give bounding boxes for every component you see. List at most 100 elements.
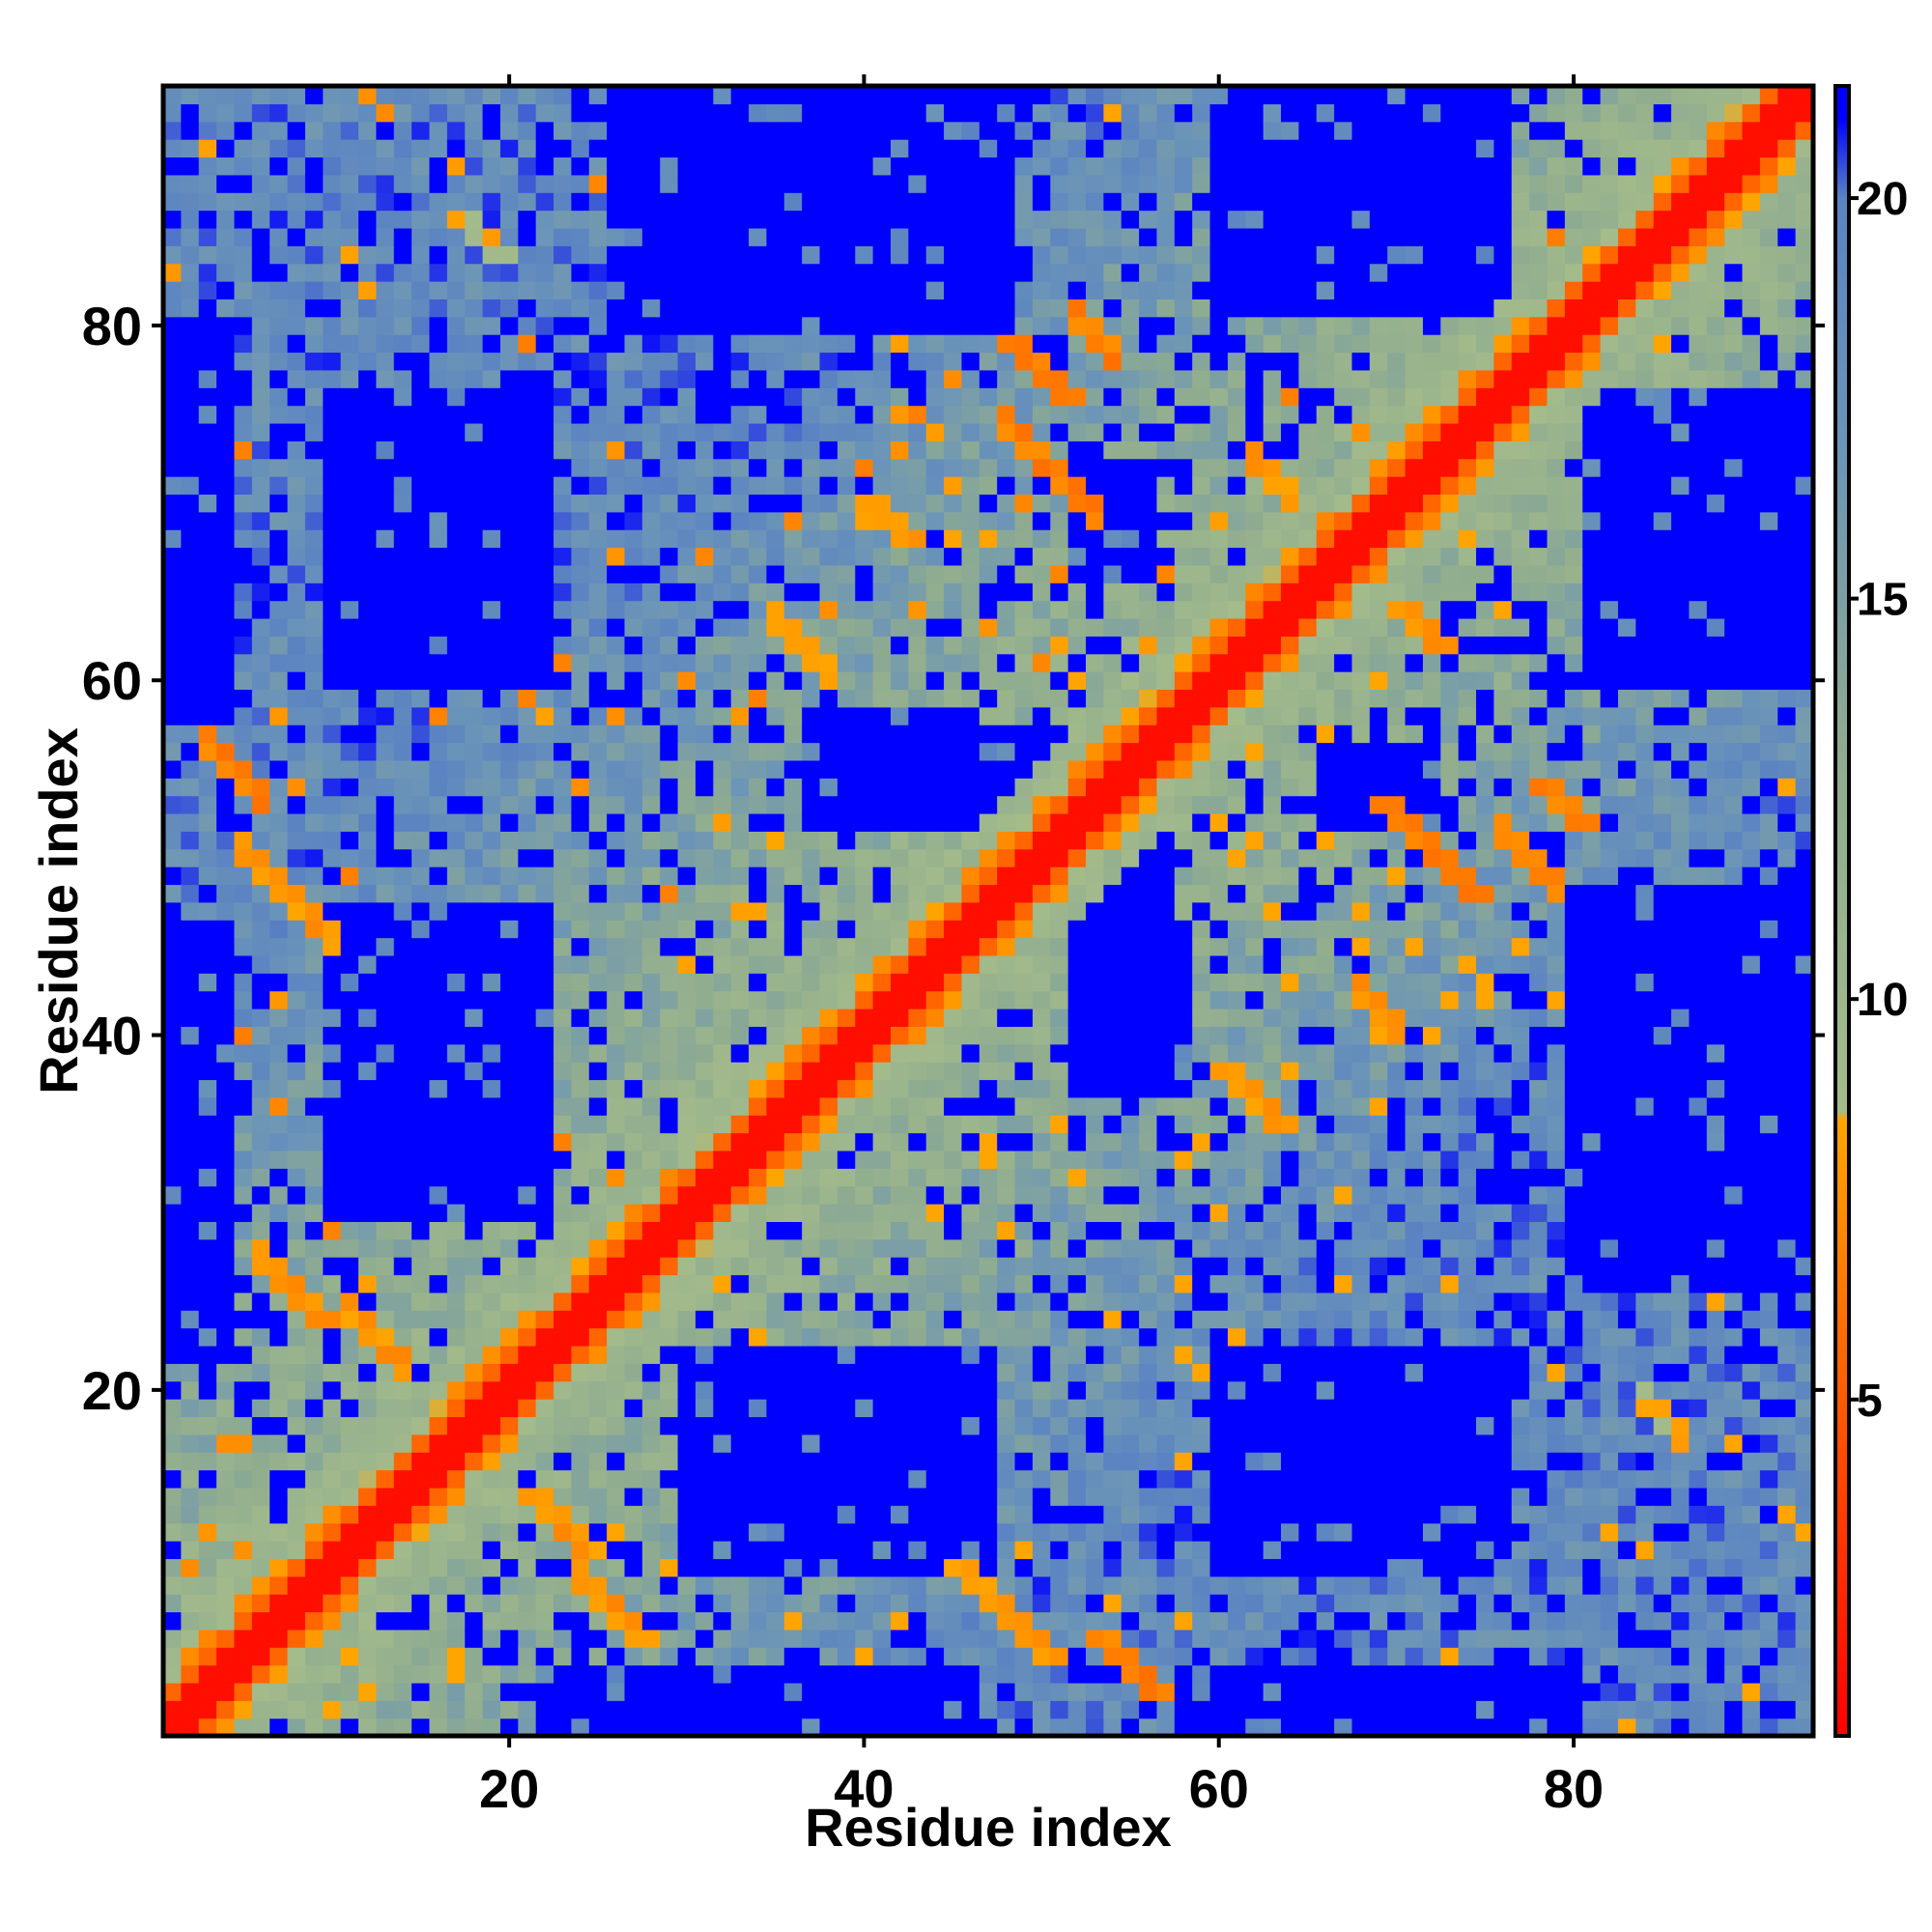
heatmap-cell [304, 1416, 324, 1435]
heatmap-cell [837, 884, 856, 903]
heatmap-cell [624, 1363, 643, 1382]
heatmap-cell [819, 1452, 838, 1471]
heatmap-cell [890, 476, 909, 496]
heatmap-cell [837, 1718, 856, 1737]
heatmap-cell [234, 405, 253, 424]
heatmap-cell [997, 494, 1016, 513]
heatmap-cell [393, 689, 412, 708]
heatmap-cell [624, 1310, 643, 1329]
heatmap-cell [571, 1204, 590, 1222]
heatmap-cell [554, 103, 573, 123]
heatmap-cell [713, 671, 732, 691]
heatmap-cell [783, 1505, 803, 1524]
heatmap-cell [641, 1043, 661, 1063]
heatmap-cell [198, 156, 217, 176]
heatmap-cell [163, 564, 182, 583]
heatmap-cell [446, 1558, 466, 1577]
heatmap-cell [358, 1700, 377, 1719]
heatmap-cell [340, 1664, 359, 1684]
heatmap-cell [1032, 1540, 1051, 1559]
heatmap-cell [571, 316, 590, 335]
heatmap-cell [1014, 369, 1034, 388]
heatmap-cell [234, 494, 253, 513]
heatmap-cell [997, 973, 1016, 992]
heatmap-cell [482, 1611, 501, 1631]
heatmap-cell [465, 1132, 484, 1151]
heatmap-cell [482, 990, 501, 1009]
heatmap-cell [251, 867, 270, 886]
heatmap-cell [465, 422, 484, 441]
heatmap-cell [446, 1718, 466, 1737]
heatmap-cell [624, 1345, 643, 1364]
heatmap-cell [499, 1026, 519, 1045]
heatmap-cell [819, 1434, 838, 1453]
heatmap-cell [588, 281, 608, 299]
heatmap-cell [429, 1487, 448, 1506]
heatmap-cell [802, 848, 821, 867]
heatmap-cell [908, 1115, 927, 1134]
heatmap-cell [1032, 1629, 1051, 1648]
heatmap-cell [535, 334, 554, 354]
heatmap-cell [783, 1682, 803, 1701]
heatmap-cell [304, 1132, 324, 1151]
heatmap-cell [766, 1274, 785, 1293]
heatmap-cell [412, 1611, 431, 1631]
heatmap-cell [677, 1026, 696, 1045]
heatmap-cell [837, 245, 856, 265]
heatmap-cell [588, 511, 608, 530]
heatmap-cell [304, 1043, 324, 1063]
heatmap-cell [429, 1204, 448, 1222]
heatmap-cell [1086, 1487, 1104, 1506]
heatmap-cell [270, 617, 289, 637]
heatmap-cell [465, 1185, 484, 1205]
heatmap-cell [872, 1292, 892, 1311]
heatmap-cell [429, 1115, 448, 1134]
heatmap-cell [641, 1700, 661, 1719]
heatmap-cell [1032, 1434, 1051, 1453]
heatmap-cell [482, 1096, 501, 1116]
heatmap-cell [287, 884, 306, 903]
heatmap-cell [837, 1257, 856, 1276]
heatmap-cell [855, 1238, 874, 1258]
heatmap-cell [270, 778, 289, 797]
heatmap-cell [660, 671, 679, 691]
heatmap-cell [641, 778, 661, 797]
heatmap-cell [465, 1469, 484, 1489]
heatmap-cell [465, 742, 484, 761]
heatmap-cell [749, 1682, 768, 1701]
heatmap-cell [641, 1505, 661, 1524]
heatmap-cell [819, 192, 838, 212]
heatmap-cell [802, 1115, 821, 1134]
heatmap-cell [499, 281, 519, 299]
heatmap-cell [749, 1168, 768, 1187]
heatmap-cell [1032, 210, 1051, 229]
heatmap-cell [961, 653, 980, 672]
heatmap-cell [730, 742, 750, 761]
heatmap-cell [465, 1310, 484, 1329]
heatmap-cell [340, 990, 359, 1009]
heatmap-cell [482, 831, 501, 850]
heatmap-cell [925, 1647, 945, 1666]
heatmap-cell [181, 1363, 200, 1382]
heatmap-cell [340, 1416, 359, 1435]
heatmap-cell [340, 86, 359, 104]
heatmap-cell [979, 1594, 998, 1613]
heatmap-cell [730, 1522, 750, 1542]
heatmap-cell [713, 1292, 732, 1311]
heatmap-cell [695, 121, 714, 140]
heatmap-cell [855, 759, 874, 779]
heatmap-cell [518, 1647, 537, 1666]
heatmap-cell [216, 1363, 236, 1382]
heatmap-cell [270, 1204, 289, 1222]
heatmap-cell [518, 636, 537, 655]
heatmap-cell [925, 653, 945, 672]
heatmap-cell [783, 1487, 803, 1506]
heatmap-cell [783, 636, 803, 655]
heatmap-cell [908, 724, 927, 744]
heatmap-cell [1086, 1062, 1104, 1081]
heatmap-cell [819, 1238, 838, 1258]
heatmap-cell [412, 1718, 431, 1737]
heatmap-cell [1032, 973, 1051, 992]
heatmap-cell [499, 1221, 519, 1240]
heatmap-cell [571, 884, 590, 903]
